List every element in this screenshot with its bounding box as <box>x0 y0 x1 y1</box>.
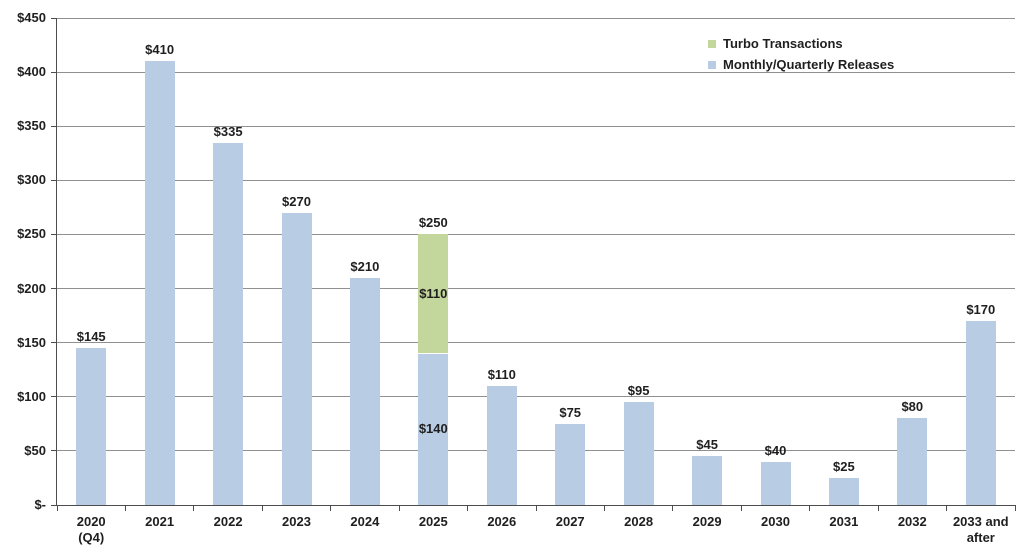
bar-value-label: $80 <box>901 399 924 415</box>
y-axis-label: $100 <box>17 388 46 404</box>
x-axis-tick <box>603 505 605 511</box>
x-axis-category-label: 2029 <box>692 514 722 529</box>
bar-value-label: $75 <box>559 404 582 420</box>
bar-value-label: $145 <box>76 329 106 345</box>
y-axis-tick <box>51 179 57 181</box>
bar-segment-monthly-quarterly <box>76 348 107 505</box>
x-axis-category-label: 2024 <box>350 514 380 529</box>
x-axis-tick <box>809 505 811 511</box>
x-axis-tick <box>877 505 879 511</box>
bar-value-label: $170 <box>966 302 996 317</box>
x-axis-category-label: 2028 <box>624 514 654 529</box>
x-axis-tick <box>56 505 58 511</box>
x-axis-tick <box>672 505 674 511</box>
gridline <box>57 71 1015 73</box>
gridline <box>57 288 1015 290</box>
bar-segment-monthly-quarterly <box>965 321 996 505</box>
bar-value-label: $25 <box>833 458 855 474</box>
bar-value-label: $45 <box>696 437 718 453</box>
bar-segment-monthly-quarterly <box>418 353 449 505</box>
y-axis-tick <box>51 233 57 235</box>
y-axis-label: $250 <box>17 226 46 242</box>
x-axis-tick <box>467 505 469 511</box>
y-axis-tick <box>51 342 57 344</box>
bar-segment-monthly-quarterly <box>623 402 654 505</box>
x-axis-category-label: 2033 and after <box>952 514 1009 545</box>
bar-segment-monthly-quarterly <box>692 456 723 505</box>
x-axis-category-label: 2026 <box>487 514 517 529</box>
x-axis-category-label: 2022 <box>213 514 243 529</box>
gridline <box>57 233 1015 235</box>
y-axis-label: $150 <box>17 334 46 350</box>
legend-swatch-icon <box>708 39 716 48</box>
bar-value-label: $410 <box>145 42 175 58</box>
y-axis-label: $200 <box>17 280 46 296</box>
y-axis-tick <box>51 504 57 506</box>
bar-segment-monthly-quarterly <box>486 386 517 505</box>
y-axis-tick <box>51 396 57 398</box>
x-axis-category-label: 2032 <box>897 514 927 529</box>
legend: Turbo Transactions Monthly/Quarterly Rele… <box>708 33 894 75</box>
x-axis-category-label: 2031 <box>829 514 859 529</box>
bar-segment-monthly-quarterly <box>213 142 244 505</box>
y-axis-line <box>56 18 57 506</box>
x-axis-category-label: 2020 (Q4) <box>76 514 106 545</box>
x-axis-tick <box>1014 505 1016 511</box>
x-axis-category-label: 2030 <box>761 514 790 529</box>
y-axis-tick <box>51 17 57 19</box>
gridline <box>57 17 1015 19</box>
bar-segment-monthly-quarterly <box>281 212 312 505</box>
gridline <box>57 450 1015 452</box>
gridline <box>57 179 1015 181</box>
bar-segment-monthly-quarterly <box>555 423 586 505</box>
x-axis-category-label: 2025 <box>418 514 448 529</box>
bar-value-label: $335 <box>213 123 243 139</box>
x-axis-tick <box>740 505 742 511</box>
legend-item: Turbo Transactions <box>708 33 894 54</box>
y-axis-tick <box>51 450 57 452</box>
y-axis-tick <box>51 71 57 73</box>
bar-value-label: $210 <box>350 258 380 274</box>
bar-segment-monthly-quarterly <box>144 61 175 505</box>
x-axis-tick <box>535 505 537 511</box>
bar-value-label: $110 <box>487 367 516 382</box>
bar-segment-monthly-quarterly <box>828 477 859 505</box>
y-axis-label: $300 <box>17 172 46 188</box>
x-axis-tick <box>398 505 400 511</box>
y-axis-label: $- <box>34 497 46 512</box>
x-axis-tick <box>193 505 195 511</box>
bar-segment-monthly-quarterly <box>349 277 380 505</box>
y-axis-tick <box>51 288 57 290</box>
bar-segment-monthly-quarterly <box>897 418 928 505</box>
legend-swatch-icon <box>708 60 716 69</box>
x-axis-category-label: 2023 <box>282 514 311 529</box>
x-axis-tick <box>124 505 126 511</box>
legend-item: Monthly/Quarterly Releases <box>708 54 894 75</box>
x-axis-tick <box>330 505 332 511</box>
bar-value-label: $40 <box>764 442 787 458</box>
bar-segment-turbo <box>418 234 449 354</box>
y-axis-label: $400 <box>17 64 46 80</box>
segment-value-label: $140 <box>418 421 448 437</box>
x-axis-category-label: 2021 <box>145 514 175 529</box>
legend-label: Turbo Transactions <box>723 36 843 51</box>
gridline <box>57 342 1015 344</box>
gridline <box>57 125 1015 127</box>
x-axis-tick <box>946 505 948 511</box>
x-axis-category-label: 2027 <box>555 514 585 529</box>
y-axis-tick <box>51 125 57 127</box>
bar-value-label: $270 <box>282 193 311 209</box>
y-axis-label: $450 <box>17 10 46 25</box>
bar-value-label: $95 <box>627 383 650 399</box>
segment-value-label: $110 <box>419 286 448 301</box>
y-axis-label: $350 <box>17 118 46 134</box>
bar-value-label: $250 <box>418 215 448 231</box>
y-axis-label: $50 <box>24 442 46 458</box>
gridline <box>57 396 1015 398</box>
x-axis-tick <box>261 505 263 511</box>
bar-segment-monthly-quarterly <box>760 461 791 505</box>
legend-label: Monthly/Quarterly Releases <box>723 57 895 72</box>
